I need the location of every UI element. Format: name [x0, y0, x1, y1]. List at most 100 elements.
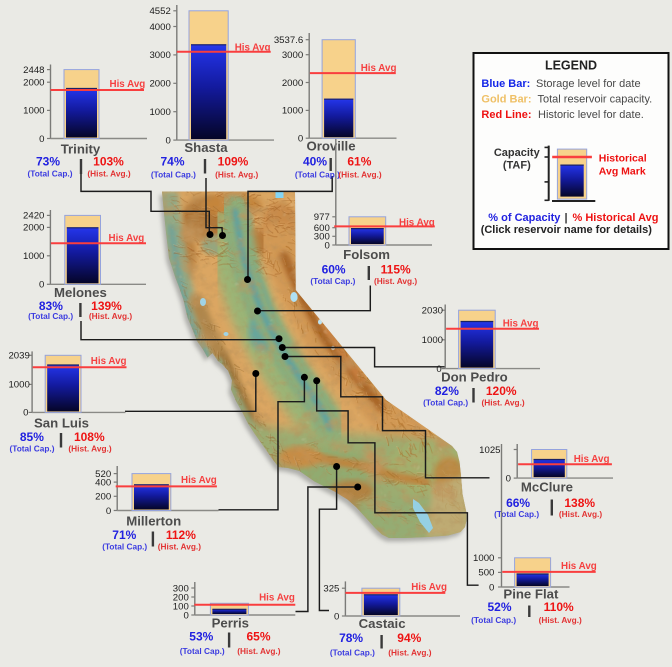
svg-text:2000: 2000	[23, 223, 44, 234]
svg-text:600: 600	[314, 223, 330, 234]
svg-text:66%: 66%	[506, 496, 530, 510]
svg-text:1000: 1000	[422, 335, 443, 346]
svg-text:(Total Cap.): (Total Cap.)	[180, 646, 225, 656]
svg-text:60%: 60%	[322, 263, 346, 277]
svg-text:% of Capacity: % of Capacity	[488, 212, 561, 224]
svg-text:139%: 139%	[91, 299, 122, 313]
svg-text:2448: 2448	[23, 65, 44, 76]
svg-text:112%: 112%	[166, 528, 196, 542]
svg-text:His Avg: His Avg	[91, 356, 127, 367]
svg-text:His Avg: His Avg	[361, 63, 397, 74]
svg-text:Storage level for date: Storage level for date	[536, 78, 641, 90]
svg-text:Avg Mark: Avg Mark	[599, 166, 646, 178]
svg-text:300: 300	[173, 583, 189, 594]
svg-text:78%: 78%	[339, 631, 363, 645]
svg-text:3537.6: 3537.6	[274, 35, 303, 46]
svg-text:His Avg: His Avg	[259, 593, 295, 604]
svg-text:0: 0	[506, 473, 511, 484]
svg-text:0: 0	[183, 610, 188, 621]
svg-text:(Hist. Avg.): (Hist. Avg.)	[482, 398, 525, 408]
svg-text:(Total Cap.): (Total Cap.)	[494, 509, 539, 519]
svg-text:Millerton: Millerton	[126, 514, 181, 529]
svg-text:(Total Cap.): (Total Cap.)	[310, 276, 355, 286]
svg-text:110%: 110%	[544, 600, 574, 614]
svg-text:Historical: Historical	[599, 153, 647, 165]
svg-text:(Hist. Avg.): (Hist. Avg.)	[374, 276, 417, 286]
svg-text:(Total Cap.): (Total Cap.)	[9, 444, 54, 454]
svg-text:0: 0	[165, 135, 170, 146]
svg-text:(Total Cap.): (Total Cap.)	[471, 615, 516, 625]
svg-text:1000: 1000	[23, 106, 44, 117]
svg-text:500: 500	[478, 568, 494, 579]
svg-text:Gold Bar:: Gold Bar:	[481, 94, 531, 106]
svg-text:Pine Flat: Pine Flat	[503, 586, 559, 601]
svg-text:520: 520	[95, 469, 111, 480]
svg-text:Total reservoir capacity.: Total reservoir capacity.	[538, 94, 653, 106]
svg-text:Blue Bar:: Blue Bar:	[481, 78, 530, 90]
svg-text:(Hist. Avg.): (Hist. Avg.)	[539, 615, 582, 625]
svg-text:2000: 2000	[149, 79, 170, 90]
svg-text:San Luis: San Luis	[34, 415, 89, 430]
svg-text:100: 100	[173, 601, 189, 612]
svg-text:1025: 1025	[479, 445, 500, 456]
svg-text:977: 977	[314, 212, 330, 223]
svg-text:(Hist. Avg.): (Hist. Avg.)	[89, 311, 132, 321]
svg-text:His Avg: His Avg	[181, 475, 217, 486]
svg-text:His Avg: His Avg	[109, 233, 145, 244]
svg-text:2000: 2000	[23, 78, 44, 89]
svg-text:(Total Cap.): (Total Cap.)	[27, 169, 72, 179]
svg-text:82%: 82%	[435, 384, 459, 398]
svg-text:325: 325	[323, 584, 339, 595]
svg-text:(Total Cap.): (Total Cap.)	[102, 542, 147, 552]
svg-text:(Hist. Avg.): (Hist. Avg.)	[559, 509, 602, 519]
svg-text:(Hist. Avg.): (Hist. Avg.)	[87, 169, 130, 179]
svg-text:85%: 85%	[20, 430, 44, 444]
svg-text:0: 0	[334, 611, 339, 622]
svg-text:71%: 71%	[112, 528, 136, 542]
svg-text:3000: 3000	[149, 50, 170, 61]
svg-text:McClure: McClure	[521, 479, 573, 494]
svg-text:Historic level for date.: Historic level for date.	[538, 109, 644, 121]
svg-text:115%: 115%	[381, 263, 411, 277]
svg-text:300: 300	[314, 232, 330, 243]
svg-text:Shasta: Shasta	[184, 140, 228, 155]
svg-text:74%: 74%	[160, 155, 184, 169]
svg-text:0: 0	[324, 240, 329, 251]
svg-text:(Total Cap.): (Total Cap.)	[295, 170, 340, 180]
svg-text:103%: 103%	[93, 155, 124, 169]
svg-text:(TAF): (TAF)	[503, 160, 531, 172]
svg-text:2000: 2000	[282, 78, 303, 89]
svg-text:|: |	[565, 212, 568, 224]
svg-text:0: 0	[298, 134, 303, 145]
svg-text:53%: 53%	[189, 630, 213, 644]
svg-text:His Avg: His Avg	[235, 43, 271, 54]
svg-text:(Hist. Avg.): (Hist. Avg.)	[388, 648, 431, 658]
svg-text:83%: 83%	[39, 299, 63, 313]
svg-text:(Hist. Avg.): (Hist. Avg.)	[237, 646, 280, 656]
svg-text:Castaic: Castaic	[359, 616, 406, 631]
svg-text:LEGEND: LEGEND	[545, 59, 597, 73]
svg-text:(Total Cap.): (Total Cap.)	[423, 398, 468, 408]
svg-text:(Hist. Avg.): (Hist. Avg.)	[338, 170, 381, 180]
svg-text:Red Line:: Red Line:	[481, 109, 531, 121]
svg-text:120%: 120%	[486, 384, 517, 398]
svg-text:4552: 4552	[149, 6, 170, 17]
svg-text:Perris: Perris	[212, 615, 249, 630]
svg-text:Melones: Melones	[54, 285, 107, 300]
svg-text:109%: 109%	[218, 155, 249, 169]
svg-text:3000: 3000	[282, 50, 303, 61]
svg-text:(Hist. Avg.): (Hist. Avg.)	[215, 170, 258, 180]
svg-text:Capacity: Capacity	[494, 147, 541, 159]
svg-text:1000: 1000	[149, 107, 170, 118]
svg-text:0: 0	[39, 134, 44, 145]
svg-text:2039: 2039	[8, 351, 29, 362]
svg-text:1000: 1000	[23, 251, 44, 262]
svg-text:0: 0	[39, 280, 44, 291]
svg-text:1000: 1000	[8, 380, 29, 391]
svg-text:52%: 52%	[487, 600, 511, 614]
svg-text:(Total Cap.): (Total Cap.)	[151, 170, 196, 180]
svg-text:His Avg: His Avg	[110, 79, 146, 90]
svg-text:Folsom: Folsom	[343, 247, 390, 262]
svg-text:2420: 2420	[23, 211, 44, 222]
svg-text:Trinity: Trinity	[61, 142, 101, 157]
